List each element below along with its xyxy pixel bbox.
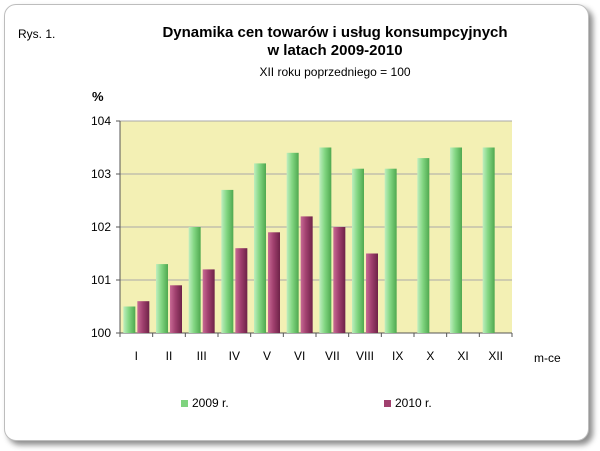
bar-2010r-IV bbox=[235, 248, 248, 333]
y-tick-label: 101 bbox=[91, 273, 111, 287]
bar-2010r-VIII bbox=[366, 253, 378, 333]
bar-2009r-XII bbox=[482, 147, 495, 333]
x-tick-label: VII bbox=[325, 349, 340, 363]
x-axis-unit: m-ce bbox=[534, 351, 561, 365]
bar-2009r-IV bbox=[221, 189, 234, 333]
bar-2010r-VI bbox=[300, 216, 313, 333]
x-tick-label: II bbox=[166, 349, 173, 363]
bar-2009r-XI bbox=[450, 147, 462, 333]
bar-2009r-IX bbox=[384, 168, 397, 333]
bar-2010r-VII bbox=[333, 227, 346, 333]
bar-2010r-I bbox=[137, 301, 150, 333]
x-tick-label: IV bbox=[229, 349, 240, 363]
legend-swatch-2009 bbox=[181, 399, 188, 407]
y-axis-unit: % bbox=[92, 89, 104, 104]
legend-label-2009: 2009 r. bbox=[192, 396, 229, 410]
x-tick-label: XII bbox=[488, 349, 503, 363]
bar-2010r-III bbox=[202, 269, 215, 333]
y-tick-label: 104 bbox=[91, 114, 111, 128]
y-tick-label: 100 bbox=[91, 326, 111, 340]
bar-2010r-V bbox=[268, 232, 280, 333]
x-tick-label: X bbox=[426, 349, 434, 363]
chart-title-line-2: w latach 2009-2010 bbox=[267, 42, 403, 59]
legend-swatch-2010 bbox=[384, 399, 391, 407]
x-tick-label: VI bbox=[294, 349, 305, 363]
bar-2009r-VI bbox=[286, 152, 299, 333]
y-tick-label: 102 bbox=[91, 220, 111, 234]
bar-2009r-V bbox=[254, 163, 266, 333]
bar-2009r-X bbox=[417, 158, 430, 333]
bar-2009r-VII bbox=[319, 147, 332, 333]
legend-item-2009: 2009 r. bbox=[181, 396, 229, 410]
figure-label: Rys. 1. bbox=[18, 27, 56, 41]
x-tick-label: VIII bbox=[356, 349, 374, 363]
x-tick-label: IX bbox=[392, 349, 403, 363]
bar-2009r-II bbox=[156, 264, 168, 333]
chart-title-line-1: Dynamika cen towarów i usług konsumpcyjn… bbox=[162, 24, 508, 41]
bar-2010r-II bbox=[170, 285, 182, 333]
bar-2009r-III bbox=[188, 227, 201, 333]
x-tick-label: I bbox=[135, 349, 138, 363]
x-tick-label: III bbox=[197, 349, 207, 363]
chart-subtitle: XII roku poprzedniego = 100 bbox=[259, 65, 411, 79]
legend-label-2010: 2010 r. bbox=[395, 396, 432, 410]
x-tick-label: V bbox=[263, 349, 271, 363]
y-tick-label: 103 bbox=[91, 167, 111, 181]
legend-item-2010: 2010 r. bbox=[384, 396, 432, 410]
bar-2009r-I bbox=[123, 306, 136, 333]
bar-2009r-VIII bbox=[352, 168, 364, 333]
x-tick-label: XI bbox=[457, 349, 468, 363]
